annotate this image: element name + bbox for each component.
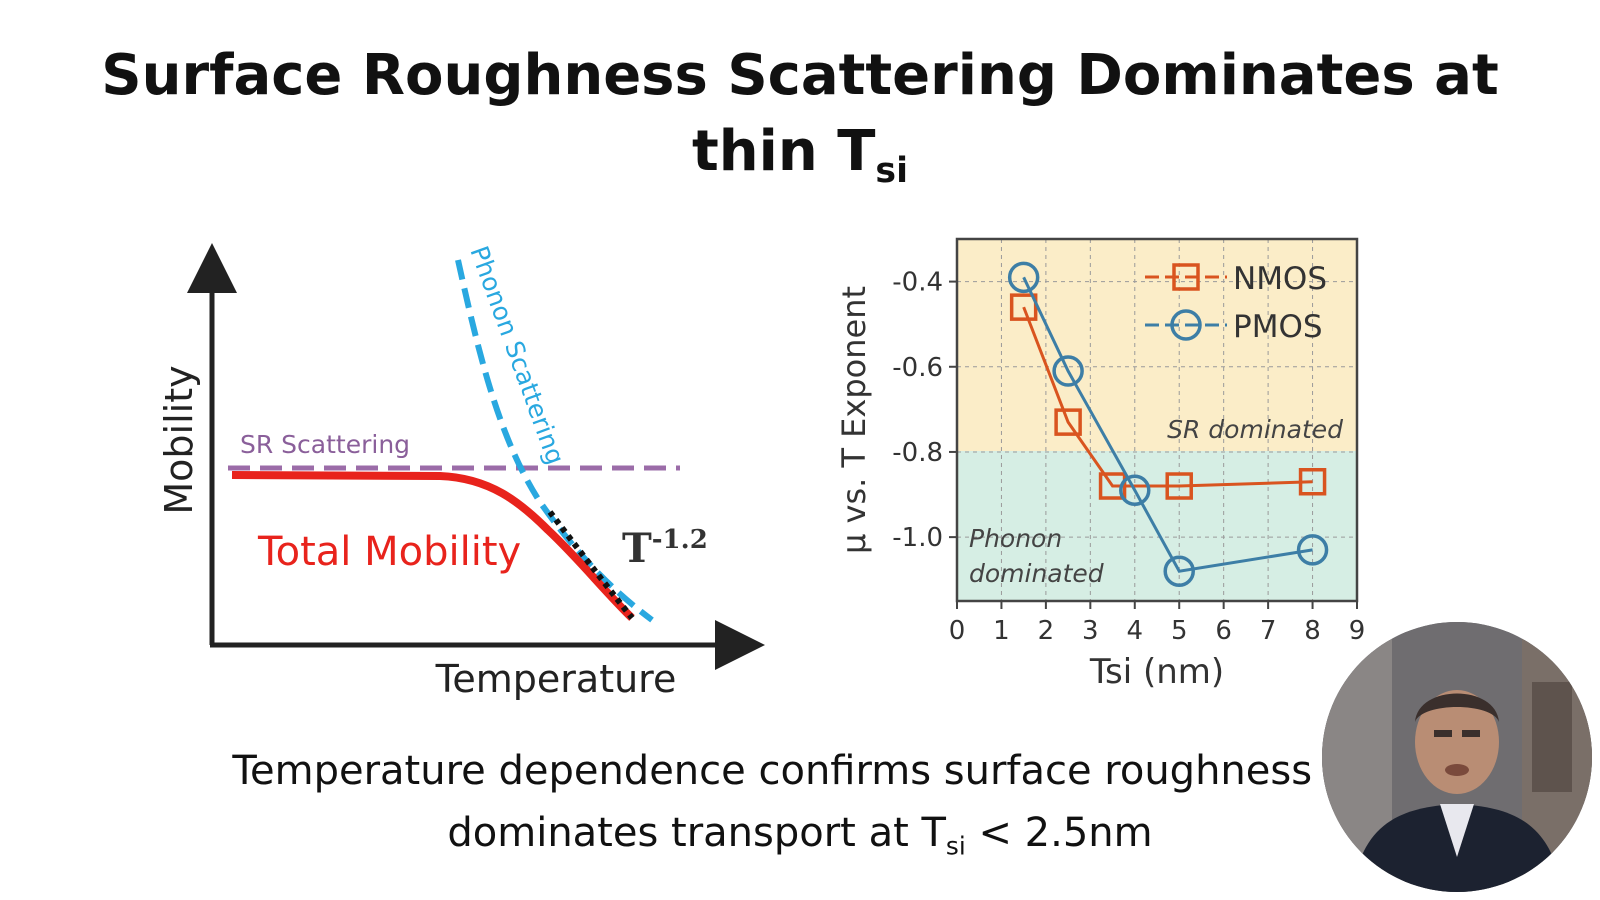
chart-series [1007,261,1329,587]
title-line-1: Surface Roughness Scattering Dominates a… [101,43,1499,108]
data-point-pmos [1052,355,1084,387]
x-tick-label: 3 [1082,616,1099,646]
data-point-nmos [1098,472,1127,500]
x-tick-label: 5 [1171,616,1188,646]
data-point-pmos [1163,555,1195,587]
data-point-nmos [1298,468,1327,496]
data-point-nmos [1009,293,1038,321]
x-tick-label: 0 [949,616,966,646]
x-tick-label: 1 [993,616,1010,646]
phonon-scattering-curve [455,259,654,623]
data-point-pmos [1007,261,1040,294]
y-tick-label: -0.6 [892,353,943,383]
total-mobility-curve [231,471,635,621]
region-sr-dominated [957,239,1357,451]
chart-grid [957,239,1357,601]
caption-line-2-sub: si [945,831,966,861]
webcam-video-overlay [1322,622,1592,892]
region-label-phonon-1: Phonon [969,524,1062,553]
region-label-sr: SR dominated [1167,415,1343,444]
total-mobility-label: Total Mobility [257,529,521,575]
caption-line-2-tail: < 2.5nm [965,810,1153,856]
x-tick-label: 4 [1127,616,1144,646]
exponent-chart: 0123456789-0.4-0.6-0.8-1.0 μ vs. T Expon… [835,237,1365,692]
plot-frame [955,237,1359,603]
data-point-pmos [1119,474,1151,507]
title-line-2: thin Tsi [0,114,1600,209]
power-law-label: T-1.2 [622,525,708,572]
data-point-nmos [1165,472,1193,500]
power-law-base: T [622,525,652,572]
x-tick-label: 8 [1304,616,1321,646]
legend-pmos-marker [1170,309,1202,341]
title-line-2-sub: si [875,151,908,192]
x-tick-label: 6 [1215,616,1232,646]
chart-x-label: Tsi (nm) [1089,652,1224,692]
caption-line-2: dominates transport at Tsi < 2.5nm [0,802,1600,878]
title-line-2-main: thin T [692,119,876,184]
y-tick-label: -1.0 [892,523,943,553]
x-tick-label: 2 [1038,616,1055,646]
tick-labels: 0123456789-0.4-0.6-0.8-1.0 [892,268,1365,646]
data-point-nmos [1054,408,1082,436]
x-tick-label: 7 [1260,616,1277,646]
data-point-pmos [1296,534,1329,566]
power-law-exponent: -1.2 [652,525,708,555]
chart-y-label: μ vs. T Exponent [835,286,873,554]
slide-title: Surface Roughness Scattering Dominates a… [0,38,1600,209]
legend-nmos-marker [1172,263,1200,291]
series-line-pmos [1022,276,1313,573]
y-tick-label: -0.4 [892,268,943,298]
legend-pmos-label: PMOS [1233,309,1323,345]
presenter-video [1322,622,1592,892]
x-axis-label: Temperature [435,657,677,701]
region-phonon-dominated [957,451,1357,601]
y-axis-label: Mobility [157,365,201,514]
caption-line-2-main: dominates transport at T [447,810,946,856]
legend-nmos-label: NMOS [1233,261,1327,297]
power-law-fit-line [547,510,635,620]
legend: NMOS PMOS [1145,261,1327,345]
sr-scattering-label: SR Scattering [240,430,410,459]
caption-line-1: Temperature dependence confirms surface … [232,748,1368,794]
mobility-schematic: Mobility Temperature SR Scattering Phono… [157,242,765,701]
region-label-phonon-2: dominated [969,559,1104,588]
slide-caption: Temperature dependence confirms surface … [0,740,1600,878]
y-tick-label: -0.8 [892,438,943,468]
series-line-nmos [1022,306,1313,488]
